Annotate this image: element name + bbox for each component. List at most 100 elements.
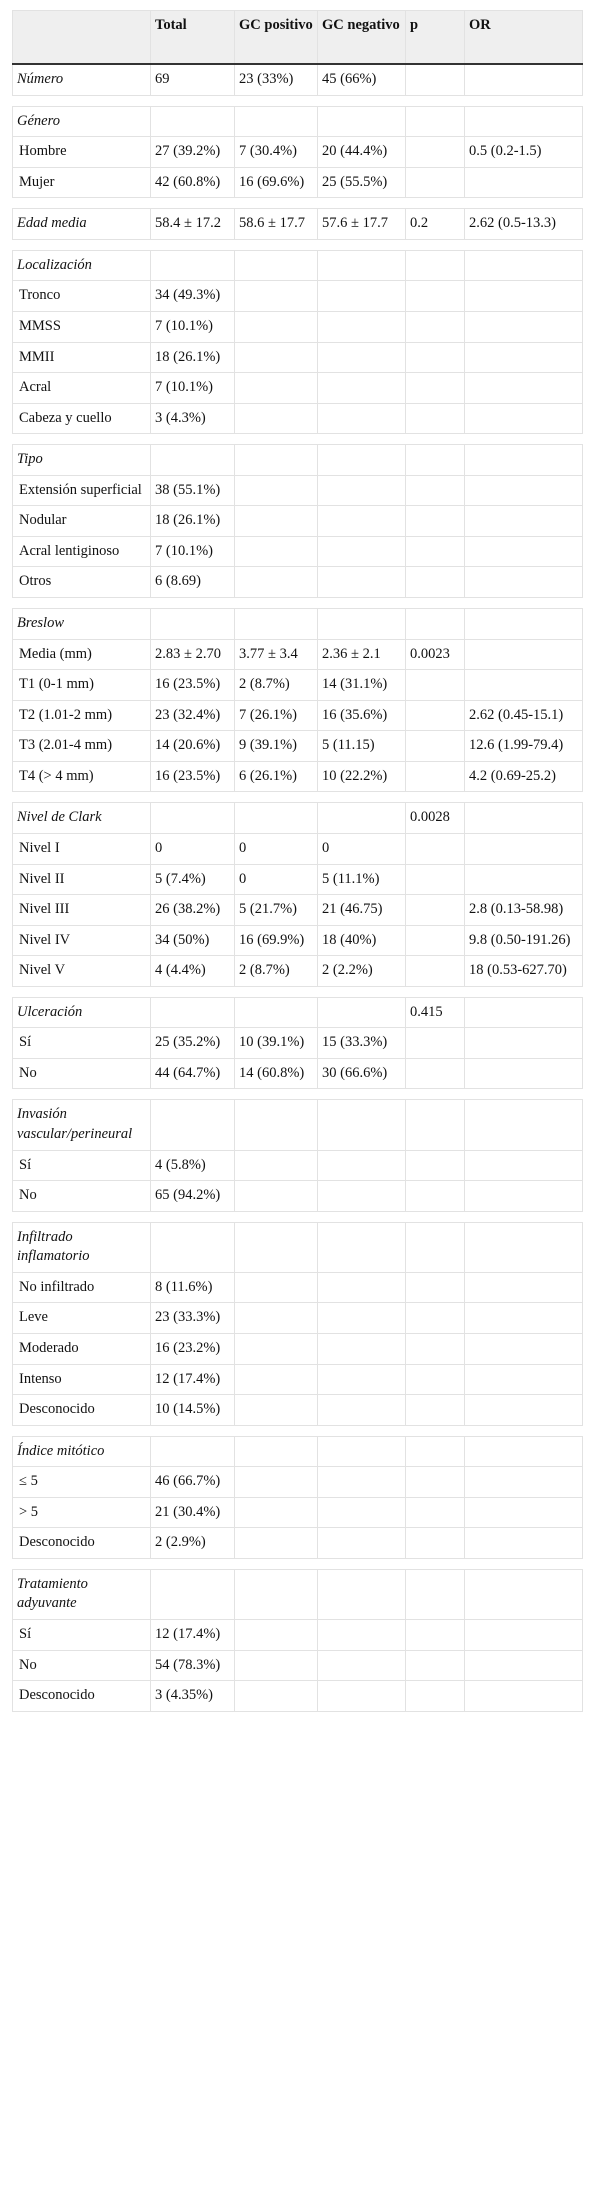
cell bbox=[405, 474, 465, 507]
cell bbox=[317, 1221, 406, 1273]
spacer-cell bbox=[317, 197, 406, 210]
cell bbox=[234, 1649, 318, 1682]
cell bbox=[464, 402, 583, 435]
spacer-cell bbox=[150, 433, 235, 446]
spacer-row bbox=[12, 238, 583, 251]
spacer-cell bbox=[405, 791, 465, 804]
row-label: No infiltrado bbox=[12, 1271, 151, 1304]
cell bbox=[405, 730, 465, 762]
cell bbox=[464, 832, 583, 865]
spacer-cell bbox=[464, 597, 583, 609]
cell: 34 (49.3%) bbox=[150, 280, 235, 312]
cell bbox=[234, 402, 318, 435]
cell: 12.6 (1.99-79.4) bbox=[464, 730, 583, 762]
cell bbox=[317, 249, 406, 282]
cell bbox=[317, 505, 406, 537]
cell bbox=[317, 1363, 406, 1396]
data-row: Moderado 16 (23.2%) bbox=[12, 1332, 583, 1365]
cell bbox=[464, 1527, 583, 1559]
cell bbox=[405, 669, 465, 701]
cell bbox=[405, 505, 465, 537]
cell: 42 (60.8%) bbox=[150, 166, 235, 199]
spacer-cell bbox=[234, 791, 318, 804]
header-cell: GC positivo bbox=[234, 10, 318, 65]
cell bbox=[317, 535, 406, 568]
cell bbox=[464, 1363, 583, 1396]
cell: 0 bbox=[150, 832, 235, 865]
spacer-row bbox=[12, 791, 583, 804]
cell bbox=[405, 310, 465, 343]
cell bbox=[464, 1394, 583, 1426]
spacer-cell bbox=[405, 197, 465, 210]
row-label: Cabeza y cuello bbox=[12, 402, 151, 435]
cell bbox=[464, 1271, 583, 1304]
cell bbox=[405, 535, 465, 568]
row-label: Leve bbox=[12, 1302, 151, 1334]
cell bbox=[405, 166, 465, 199]
cell bbox=[234, 474, 318, 507]
cell: 12 (17.4%) bbox=[150, 1619, 235, 1651]
cell: 7 (10.1%) bbox=[150, 535, 235, 568]
cell bbox=[234, 444, 318, 476]
cell: 18 (0.53-627.70) bbox=[464, 955, 583, 987]
row-label: Acral bbox=[12, 372, 151, 404]
cell: 5 (7.4%) bbox=[150, 863, 235, 896]
row-label: Género bbox=[12, 105, 151, 138]
cell bbox=[317, 1180, 406, 1212]
cell bbox=[234, 105, 318, 138]
cell bbox=[405, 249, 465, 282]
spacer-cell bbox=[405, 1210, 465, 1223]
spacer-cell bbox=[12, 1210, 151, 1223]
cell bbox=[234, 1466, 318, 1498]
row-label: Moderado bbox=[12, 1332, 151, 1365]
spacer-cell bbox=[234, 238, 318, 251]
row-label: Edad media bbox=[12, 208, 151, 240]
cell bbox=[317, 1302, 406, 1334]
cell bbox=[317, 1619, 406, 1651]
cell bbox=[405, 402, 465, 435]
cell: 6 (26.1%) bbox=[234, 760, 318, 793]
results-table: Total GC positivo GC negativo p OR Número 69 2… bbox=[12, 10, 583, 1712]
cell: 3.77 ± 3.4 bbox=[234, 638, 318, 671]
spacer-cell bbox=[317, 1210, 406, 1223]
cell bbox=[317, 310, 406, 343]
cell: 2.36 ± 2.1 bbox=[317, 638, 406, 671]
cell bbox=[317, 996, 406, 1029]
spacer-row bbox=[12, 94, 583, 107]
cell bbox=[464, 1221, 583, 1273]
cell bbox=[464, 444, 583, 476]
cell bbox=[405, 863, 465, 896]
spacer-cell bbox=[12, 597, 151, 609]
cell bbox=[150, 608, 235, 640]
cell: 58.4 ± 17.2 bbox=[150, 208, 235, 240]
cell bbox=[234, 1527, 318, 1559]
row-label: Desconocido bbox=[12, 1527, 151, 1559]
cell bbox=[317, 105, 406, 138]
cell bbox=[150, 1435, 235, 1468]
data-row: Media (mm) 2.83 ± 2.70 3.77 ± 3.4 2.36 ± 2.… bbox=[12, 638, 583, 671]
data-row: MMSS 7 (10.1%) bbox=[12, 310, 583, 343]
cell bbox=[234, 1332, 318, 1365]
cell bbox=[405, 608, 465, 640]
cell: 18 (40%) bbox=[317, 924, 406, 957]
cell: 21 (46.75) bbox=[317, 894, 406, 926]
group-row: Edad media 58.4 ± 17.2 58.6 ± 17.7 57.6 ± 1… bbox=[12, 208, 583, 240]
cell: 0.0023 bbox=[405, 638, 465, 671]
cell bbox=[234, 1302, 318, 1334]
cell bbox=[234, 608, 318, 640]
spacer-cell bbox=[405, 1557, 465, 1570]
cell bbox=[464, 249, 583, 282]
cell: 5 (11.15) bbox=[317, 730, 406, 762]
spacer-row bbox=[12, 1557, 583, 1570]
cell bbox=[405, 699, 465, 732]
cell bbox=[405, 1527, 465, 1559]
cell: 7 (30.4%) bbox=[234, 136, 318, 168]
cell bbox=[317, 1496, 406, 1529]
cell: 14 (31.1%) bbox=[317, 669, 406, 701]
cell bbox=[464, 1149, 583, 1182]
cell bbox=[317, 1099, 406, 1151]
row-label: Acral lentiginoso bbox=[12, 535, 151, 568]
data-row: Nivel III 26 (38.2%) 5 (21.7%) 21 (46.75) 2.… bbox=[12, 894, 583, 926]
cell: 30 (66.6%) bbox=[317, 1057, 406, 1090]
